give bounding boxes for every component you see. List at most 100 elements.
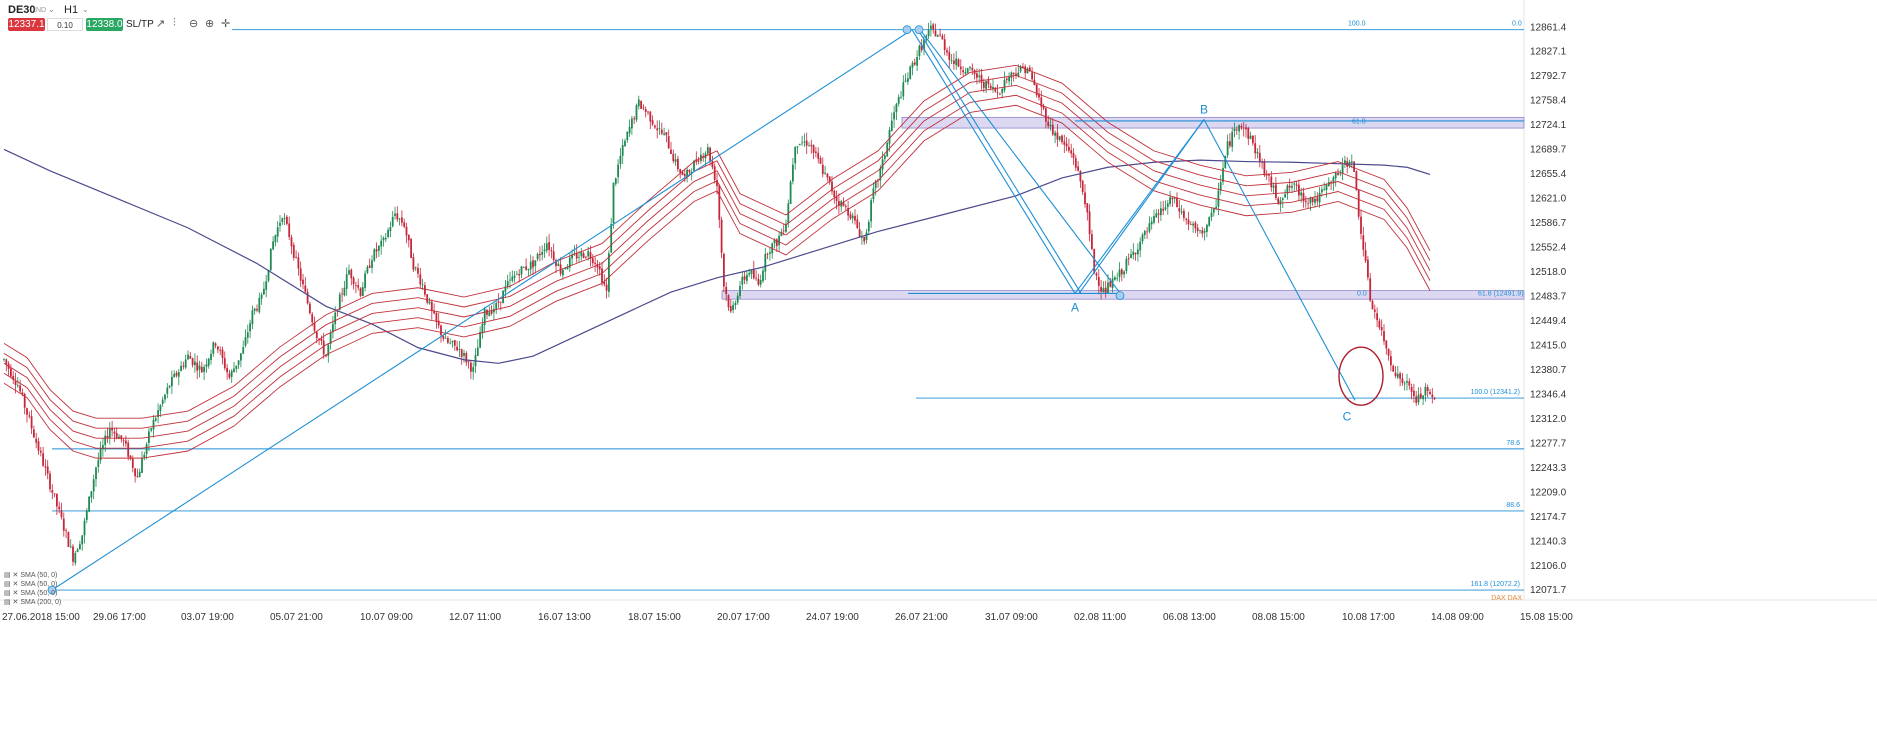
candle-body [808,145,810,147]
candle-body [83,520,86,536]
timeframe-label[interactable]: H1 [64,4,79,16]
candle-body [304,285,307,292]
candle-body [451,341,454,343]
y-tick-label: 12106.0 [1530,561,1567,572]
candle-body [548,242,550,250]
candle-body [212,342,215,354]
candle-body [403,222,406,227]
sma-legend-item[interactable]: ▤ ✕ SMA (50, 0) [4,590,58,597]
candle-body [1201,230,1204,234]
candle-body [1406,381,1408,383]
candle-body [1203,230,1206,233]
zoom-out-icon[interactable]: ⊖ [189,18,199,30]
crosshair-icon[interactable]: ✛ [221,18,231,30]
candle-body [338,294,341,310]
candle-body [562,269,564,276]
candle-body [633,118,636,120]
candle-body [1219,182,1222,191]
candle-body [65,530,67,532]
sma-legend-item[interactable]: ▤ ✕ SMA (200, 0) [4,599,62,606]
candle-body [364,273,366,288]
indicators-icon[interactable]: ⫶ [173,17,176,29]
candle-body [987,80,990,85]
candle-body [992,86,994,90]
candle-body [1072,153,1075,158]
candle-body [481,324,484,334]
candle-body [1035,84,1038,96]
candle-body [332,323,334,333]
candle-body [1222,167,1224,182]
candle-body [854,215,856,221]
candle-body [1401,378,1404,383]
candle-body [775,239,778,247]
candle-body [1028,67,1031,71]
candle-body [1097,276,1100,286]
candle-body [1153,216,1155,223]
candle-body [999,93,1001,95]
candle-body [913,62,916,65]
candle-body [1123,271,1125,275]
sma-legend-item[interactable]: ▤ ✕ SMA (50, 0) [4,572,58,579]
candle-body [959,66,962,70]
candle-body [598,266,601,270]
candle-body [821,164,824,175]
sltp-button[interactable]: SL/TP [126,19,154,30]
sell-price-button[interactable]: 12337.1 [8,18,45,31]
candle-body [1238,125,1240,132]
candle-body [152,419,155,430]
symbol-label[interactable]: DE30 [8,4,36,16]
candle-body [1229,141,1231,146]
candle-body [573,253,576,254]
lot-size-input[interactable]: 0.10 [47,18,83,31]
candle-body [1031,72,1033,80]
candle-body [479,331,481,348]
candle-body [953,60,955,64]
pattern-point-b: B [1200,103,1208,117]
candle-body [688,170,691,173]
candle-body [1245,127,1247,130]
x-tick-label: 27.06.2018 15:00 [2,612,80,623]
candle-body [1277,198,1280,203]
candle-body [591,258,594,264]
candle-body [532,260,534,268]
candle-body [904,80,907,82]
candle-body [1300,192,1303,196]
symbol-chevron-icon[interactable]: ⌄ [48,5,55,14]
candle-body [881,159,884,170]
candle-body [955,58,958,66]
buy-price-button[interactable]: 12338.0 [86,18,123,31]
timeframe-chevron-icon[interactable]: ⌄ [82,5,89,14]
candle-body [424,285,426,295]
fib-level-label: 100.0 [1348,21,1366,28]
x-tick-label: 08.08 15:00 [1252,612,1305,623]
line-chart-icon[interactable]: ↗ [156,18,166,30]
candle-body [918,45,921,57]
candle-body [856,219,859,229]
candle-body [971,67,974,71]
candle-body [336,311,339,312]
candle-body [495,302,498,309]
candle-body [115,433,118,439]
x-tick-label: 14.08 09:00 [1431,612,1484,623]
candle-body [649,111,652,122]
candle-body [1146,231,1148,233]
candle-body [440,325,442,336]
candle-body [309,303,311,314]
y-tick-label: 12174.7 [1530,512,1567,523]
candle-body [81,535,84,545]
candle-body [74,552,77,563]
candle-body [405,226,408,236]
candle-body [1212,208,1215,213]
candle-body [619,155,622,165]
candle-body [23,393,26,408]
candle-body [1208,217,1211,226]
candle-body [53,493,56,495]
candle-body [815,151,817,153]
sma-legend-item[interactable]: ▤ ✕ SMA (50, 0) [4,581,58,588]
x-tick-label: 24.07 19:00 [806,612,859,623]
zoom-in-icon[interactable]: ⊕ [205,18,215,30]
candle-body [964,71,967,74]
candle-body [361,287,364,297]
candle-body [884,155,886,159]
